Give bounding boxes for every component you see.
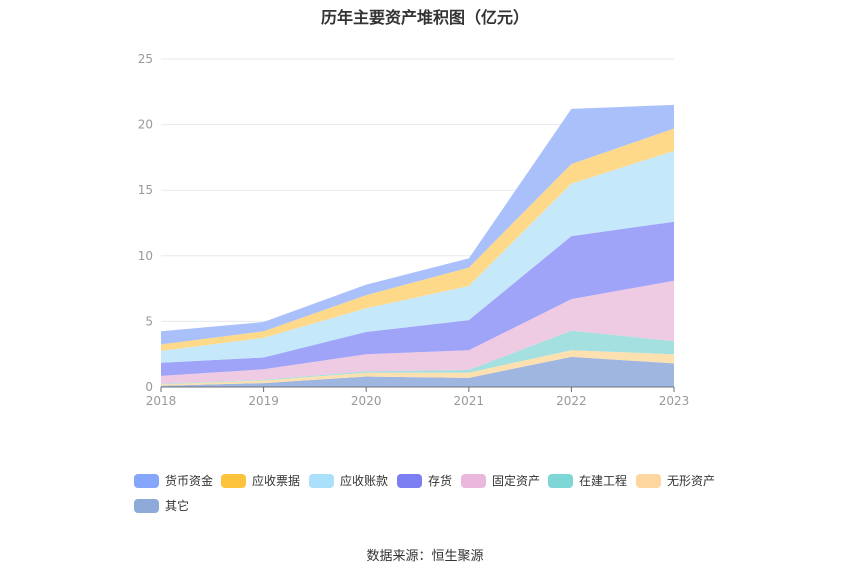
legend-label: 固定资产 (492, 474, 541, 488)
area-series-6 (161, 128, 674, 351)
legend-label: 存货 (428, 474, 453, 488)
x-tick-label: 2021 (454, 394, 485, 408)
area-series-2 (161, 330, 674, 385)
legend-label: 无形资产 (667, 474, 716, 488)
legend-label: 应收票据 (252, 474, 301, 488)
x-tick-label: 2023 (659, 394, 690, 408)
legend-swatch (134, 473, 159, 488)
legend-item[interactable]: 应收账款 (309, 472, 388, 489)
legend-label: 货币资金 (165, 474, 214, 488)
y-tick-label: 25 (138, 52, 153, 66)
area-series-7 (161, 104, 674, 345)
legend-swatch (309, 473, 334, 488)
y-tick-label: 20 (138, 118, 153, 132)
area-series-0 (161, 356, 674, 387)
legend-label: 在建工程 (579, 474, 628, 488)
legend-swatch (636, 473, 661, 488)
x-tick-label: 2019 (248, 394, 279, 408)
legend-item[interactable]: 存货 (397, 472, 452, 489)
x-tick-label: 2020 (351, 394, 382, 408)
stacked-area-chart: 0 5 10 15 20 25 2018 2019 2020 2021 2022 2023 (138, 52, 690, 408)
legend-item[interactable]: 无形资产 (636, 472, 715, 489)
legend-swatch (397, 473, 422, 488)
legend-label: 应收账款 (340, 474, 389, 488)
legend-item[interactable]: 货币资金 (134, 472, 213, 489)
area-series-4 (161, 221, 674, 376)
legend-item[interactable]: 固定资产 (461, 472, 540, 489)
area-series-1 (161, 350, 674, 386)
area-series-3 (161, 280, 674, 384)
legend-swatch (221, 473, 246, 488)
legend-swatch (461, 473, 486, 488)
legend-item[interactable]: 应收票据 (221, 472, 300, 489)
y-tick-label: 5 (145, 314, 153, 328)
chart-title: 历年主要资产堆积图（亿元） (320, 8, 529, 27)
y-tick-label: 0 (145, 380, 153, 394)
x-tick-label: 2018 (146, 394, 177, 408)
legend-swatch (134, 498, 159, 513)
y-tick-label: 10 (138, 249, 153, 263)
legend-item[interactable]: 在建工程 (548, 472, 627, 489)
legend-swatch (548, 473, 573, 488)
legend-label: 其它 (165, 499, 190, 513)
legend-item[interactable]: 其它 (134, 497, 189, 514)
area-series-5 (161, 150, 674, 363)
x-tick-label: 2022 (556, 394, 587, 408)
y-tick-label: 15 (138, 183, 153, 197)
data-source: 数据来源：恒生聚源 (366, 549, 484, 564)
